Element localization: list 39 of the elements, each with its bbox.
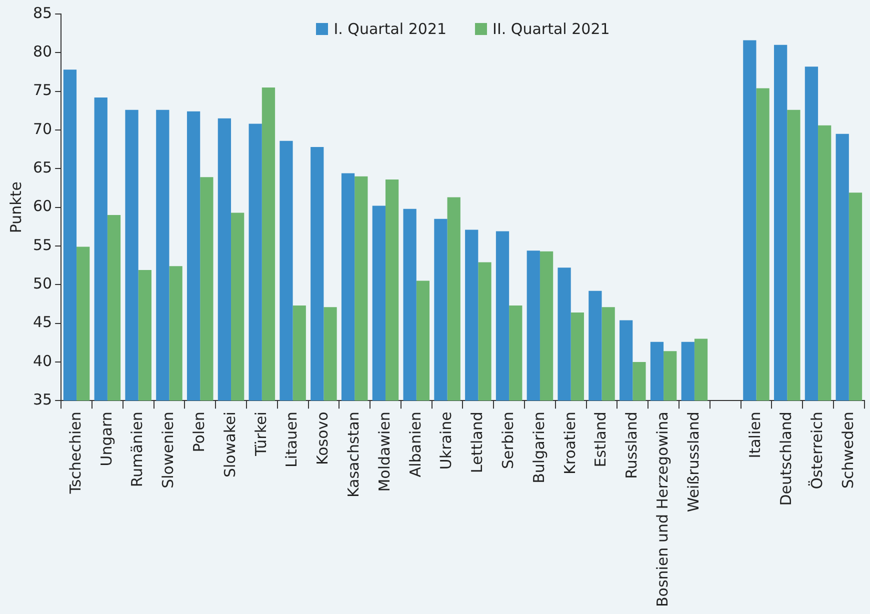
x-tick-label: Kroatien <box>560 412 579 474</box>
x-tick-label: Polen <box>190 412 208 452</box>
x-tick-label: Österreich <box>808 412 826 490</box>
y-tick-label: 35 <box>32 390 52 409</box>
y-tick-label: 45 <box>32 313 52 332</box>
y-tick-label: 55 <box>32 236 52 254</box>
x-tick-label: Lettland <box>468 412 486 474</box>
y-tick-label: 50 <box>32 274 52 293</box>
x-tick-label: Kasachstan <box>344 412 362 498</box>
x-tick-label: Ungarn <box>97 412 116 466</box>
y-axis-title: Punkte <box>6 182 25 234</box>
x-tick-label: Serbien <box>498 412 517 469</box>
x-tick-label: Moldawien <box>375 412 394 492</box>
legend-label: I. Quartal 2021 <box>334 20 447 38</box>
x-tick-label: Bulgarien <box>530 412 548 484</box>
y-tick-label: 60 <box>32 197 52 216</box>
y-tick-label: 80 <box>32 42 52 61</box>
x-tick-label: Italien <box>746 412 764 458</box>
x-tick-label: Schweden <box>838 412 857 489</box>
x-tick-label: Tschechien <box>66 412 84 495</box>
x-tick-label: Albanien <box>406 412 424 478</box>
y-tick-label: 85 <box>32 4 52 22</box>
y-tick-label: 70 <box>32 120 52 138</box>
x-tick-label: Estland <box>592 412 610 468</box>
x-tick-label: Slowakei <box>220 412 239 478</box>
x-tick-label: Rumänien <box>128 412 146 488</box>
x-tick-label: Türkei <box>252 412 270 457</box>
y-tick-label: 65 <box>32 158 52 177</box>
x-tick-label: Litauen <box>282 412 301 468</box>
x-tick-label: Ukraine <box>437 412 456 470</box>
x-tick-label: Russland <box>622 412 641 479</box>
x-tick-label: Slowenien <box>159 412 178 488</box>
x-tick-label: Weißrussland <box>684 412 702 512</box>
y-tick-label: 40 <box>32 352 52 370</box>
y-tick-label: 75 <box>32 81 52 100</box>
legend-label: II. Quartal 2021 <box>492 20 610 38</box>
x-tick-label: Bosnien und Herzegowina <box>653 412 672 607</box>
x-tick-label: Deutschland <box>777 412 796 506</box>
x-tick-label: Kosovo <box>314 412 332 465</box>
